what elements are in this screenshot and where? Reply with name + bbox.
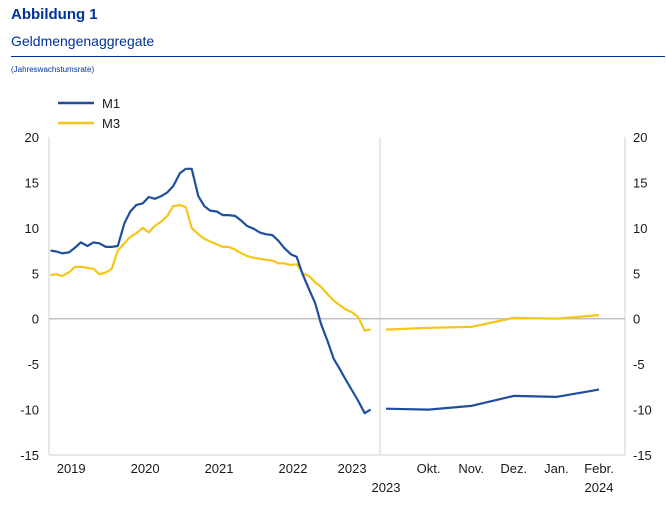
series-line-m3-monthly [385, 314, 600, 331]
x-tick-label-month: Dez. [500, 461, 527, 476]
legend-label-m3: M3 [102, 116, 120, 131]
y-tick-label-right: 5 [633, 266, 640, 281]
y-tick-label-right: 10 [633, 221, 647, 236]
chart-legend: M1 M3 [58, 96, 120, 131]
y-tick-label-left: 15 [25, 175, 39, 190]
y-tick-label-right: 20 [633, 130, 647, 145]
x-tick-label-year: 2019 [57, 461, 86, 476]
x-tick-label-year: 2023 [338, 461, 367, 476]
chart-frame [48, 137, 626, 456]
figure-note: (Jahreswachstumsrate) [11, 65, 95, 74]
x-tick-label-month: Okt. [417, 461, 441, 476]
x-tick-label-sub-year: 2024 [585, 480, 614, 495]
y-tick-label-left: 5 [32, 266, 39, 281]
y-tick-label-left: -15 [20, 448, 39, 463]
y-tick-label-right: -10 [633, 403, 652, 418]
series-line-m3-annual [50, 204, 371, 332]
x-tick-label-year: 2021 [205, 461, 234, 476]
x-tick-label-month: Nov. [458, 461, 484, 476]
x-tick-label-month: Jan. [544, 461, 569, 476]
series-line-m1-monthly [385, 388, 600, 411]
chart-series [50, 167, 600, 415]
figure-subtitle: Geldmengenaggregate [11, 33, 155, 49]
title-rule [11, 56, 665, 57]
y-tick-label-left: 0 [32, 312, 39, 327]
y-tick-label-left: -10 [20, 403, 39, 418]
y-tick-label-left: 20 [25, 130, 39, 145]
y-tick-label-right: -5 [633, 357, 645, 372]
x-tick-label-year: 2022 [279, 461, 308, 476]
y-tick-label-left: 10 [25, 221, 39, 236]
legend-label-m1: M1 [102, 96, 120, 111]
x-tick-label-month: Febr. [584, 461, 614, 476]
x-tick-label-sub-year: 2023 [372, 480, 401, 495]
y-tick-label-left: -5 [27, 357, 39, 372]
y-tick-label-right: 0 [633, 312, 640, 327]
y-tick-label-right: 15 [633, 175, 647, 190]
series-line-m1-annual [50, 167, 372, 415]
y-tick-label-right: -15 [633, 448, 652, 463]
figure-title: Abbildung 1 [11, 6, 98, 23]
x-tick-label-year: 2020 [131, 461, 160, 476]
